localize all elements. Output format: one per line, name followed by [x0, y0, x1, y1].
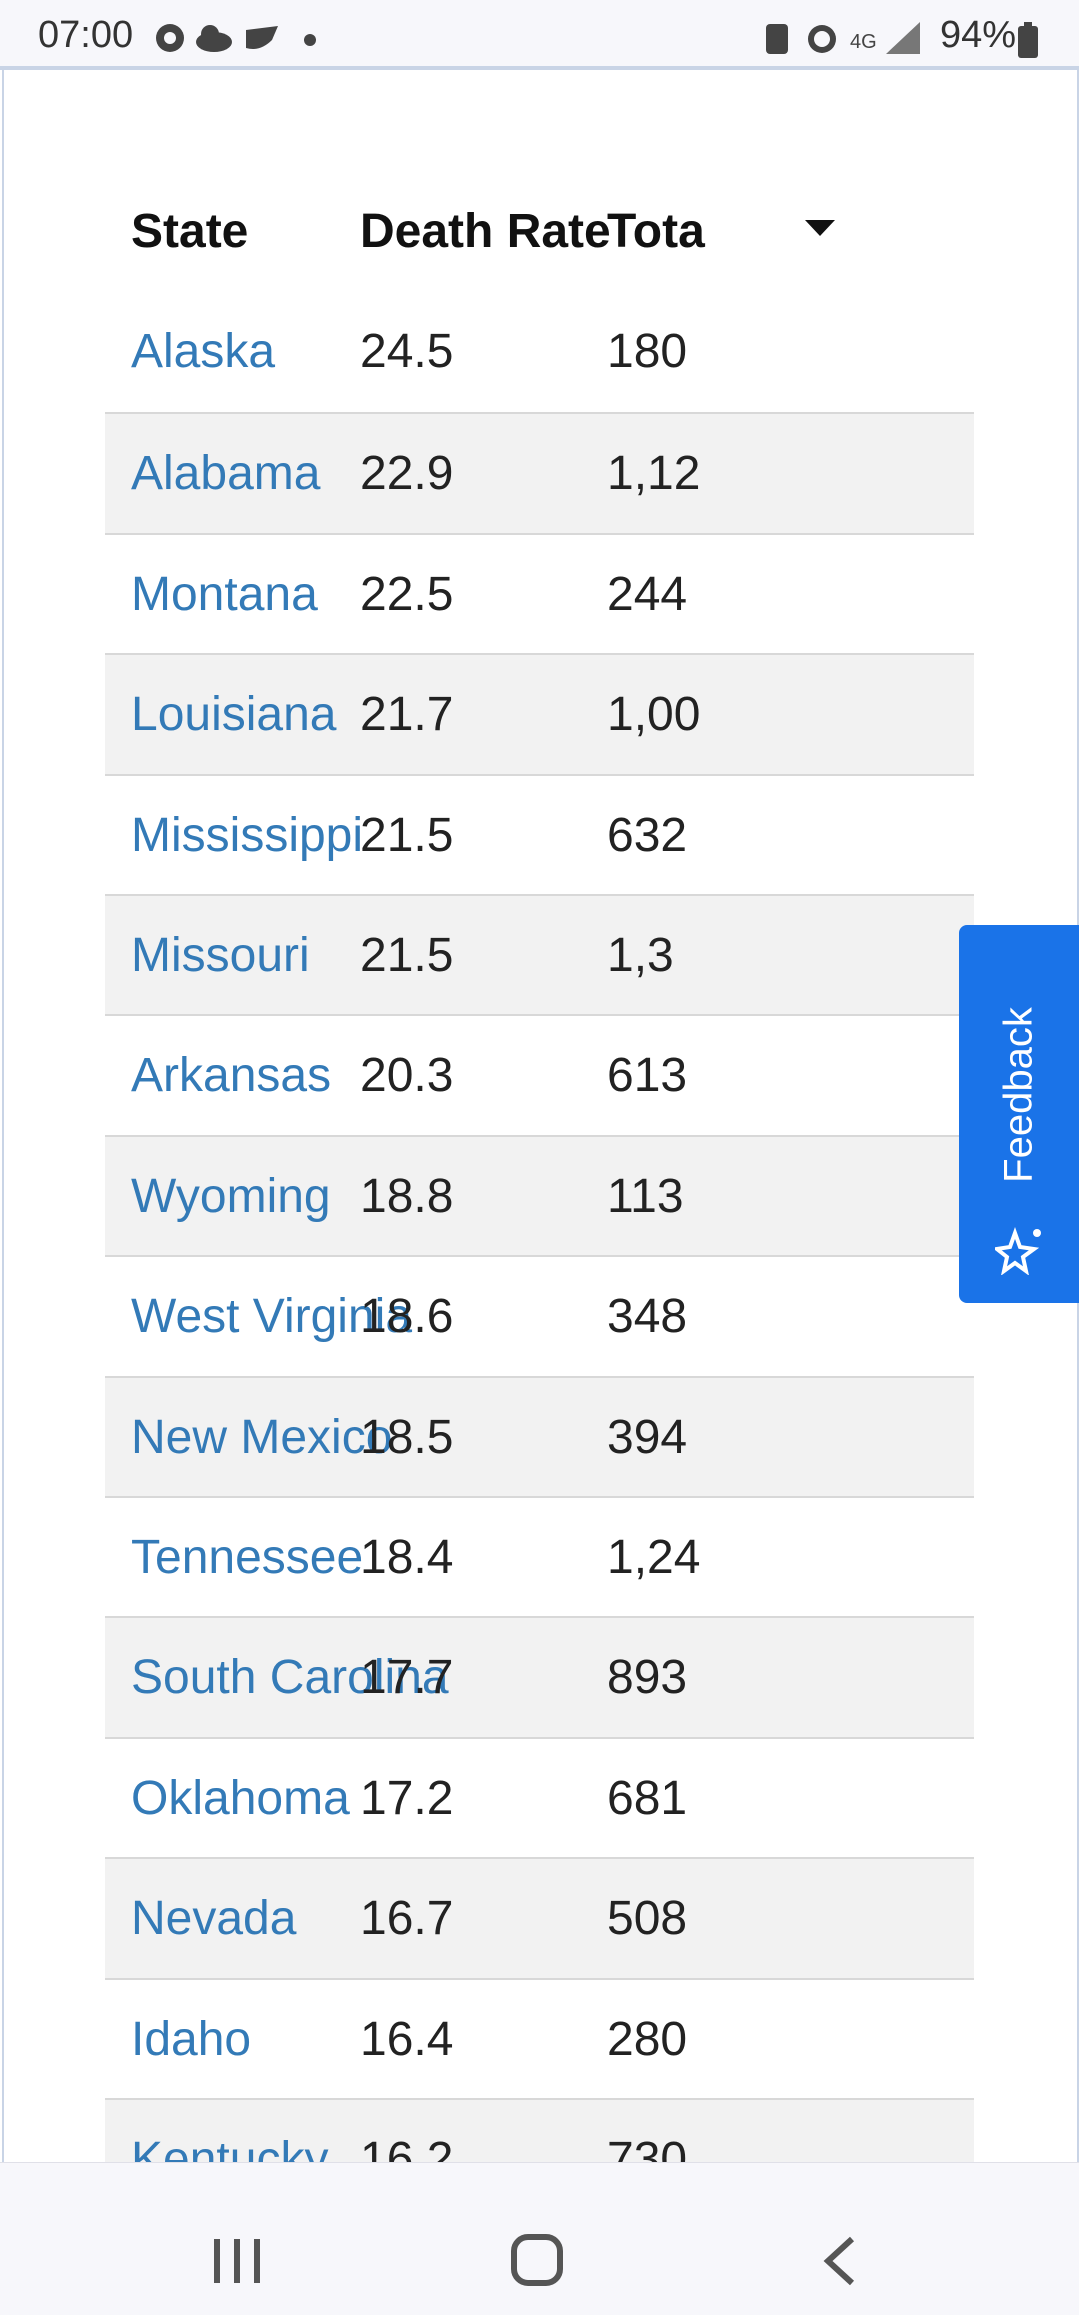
state-link[interactable]: Missouri	[131, 929, 310, 982]
cell-value: 1,3	[607, 929, 674, 982]
table-row: Nevada 16.7 508	[105, 1857, 974, 1980]
table-row: South Carolina 17.7 893	[105, 1616, 974, 1739]
table-row: Idaho 16.4 280	[105, 1977, 974, 2100]
cell-value: 348	[607, 1290, 688, 1344]
table-row: New Mexico 18.5 394	[105, 1375, 974, 1498]
cell-value: 21.5	[360, 929, 454, 982]
cell-value: 1,00	[607, 688, 701, 742]
cell-value: 18.5	[360, 1410, 454, 1464]
table-row: Arkansas 20.3 613	[105, 1014, 974, 1137]
status-icons-right: 4G	[766, 22, 920, 54]
state-link[interactable]: Alaska	[131, 325, 276, 378]
battery-icon	[1018, 22, 1038, 58]
cell-value: 18.8	[360, 1169, 454, 1223]
cell-value: 17.7	[360, 1651, 454, 1705]
feedback-icon	[995, 1227, 1041, 1275]
cell-value: 18.6	[360, 1290, 454, 1344]
table-row: Missouri 21.5 1,3	[105, 894, 974, 1016]
back[interactable]	[823, 2236, 855, 2286]
state-link[interactable]: Wyoming	[131, 1169, 331, 1223]
table-row: Tennessee 18.4 1,24	[105, 1496, 974, 1618]
cell-value: 113	[607, 1169, 684, 1223]
nav-bar	[0, 2162, 1079, 2315]
state-link[interactable]: Louisiana	[131, 688, 337, 742]
cell-value: 893	[607, 1651, 688, 1705]
state-link[interactable]: Idaho	[131, 2012, 252, 2066]
cell-value: 21.5	[360, 808, 454, 862]
column-header[interactable]: State	[131, 205, 249, 258]
cell-value: 22.9	[360, 447, 454, 501]
cell-value: 1,24	[607, 1531, 701, 1584]
state-link[interactable]: Tennessee	[131, 1531, 364, 1584]
cell-value: 394	[607, 1410, 688, 1464]
state-link[interactable]: Kentucky	[131, 2133, 329, 2162]
state-link[interactable]: Montana	[131, 567, 318, 621]
cell-value: 244	[607, 567, 688, 621]
cell-value: 632	[607, 808, 688, 862]
cell-value: 508	[607, 1892, 688, 1946]
state-link[interactable]: Oklahoma	[131, 1771, 350, 1825]
column-header[interactable]: Tota	[607, 205, 705, 258]
state-link[interactable]: Nevada	[131, 1892, 297, 1946]
table-row: Oklahoma 17.2 681	[105, 1736, 974, 1859]
table-row: Mississippi 21.5 632	[105, 773, 974, 896]
cell-value: 16.4	[360, 2012, 454, 2066]
feedback-button[interactable]: Feedback	[959, 925, 1079, 1303]
state-link[interactable]: Alabama	[131, 447, 321, 501]
cell-value: 22.5	[360, 567, 454, 621]
table-row: Alaska 24.5 180	[105, 292, 974, 412]
svg-text:4G: 4G	[850, 31, 877, 53]
table-row: West Virginia 18.6 348	[105, 1255, 974, 1378]
table-row: Montana 22.5 244	[105, 532, 974, 655]
status-icons	[156, 24, 316, 52]
cell-value: 24.5	[360, 325, 454, 378]
feedback-label: Feedback	[996, 1007, 1041, 1183]
recent-apps[interactable]	[214, 2239, 260, 2283]
time: 07:00	[38, 14, 134, 56]
cell-value: 18.4	[360, 1531, 454, 1584]
home[interactable]	[511, 2234, 563, 2286]
cell-value: 613	[607, 1049, 688, 1103]
cell-value: 180	[607, 325, 688, 378]
battery: 94%	[940, 14, 1017, 56]
cell-value: 16.7	[360, 1892, 454, 1946]
cell-value: 17.2	[360, 1771, 454, 1825]
content: State Death Rate Tota Alaska 24.5 180 Alabama 2…	[0, 70, 1079, 2162]
state-link[interactable]: Mississippi	[131, 808, 364, 862]
state-link[interactable]: Arkansas	[131, 1049, 332, 1103]
cell-value: 280	[607, 2012, 688, 2066]
nav-icons	[214, 2234, 855, 2286]
table-row: Alabama 22.9 1,12	[105, 412, 974, 535]
table-row: Louisiana 21.7 1,00	[105, 653, 974, 776]
table-row: Wyoming 18.8 113	[105, 1134, 974, 1257]
cell-value: 21.7	[360, 688, 454, 742]
state-link[interactable]: New Mexico	[131, 1410, 393, 1464]
column-header[interactable]: Death Rate	[360, 205, 611, 258]
sort-arrow	[805, 220, 835, 236]
table: State Death Rate Tota Alaska 24.5 180 Alabama 2…	[105, 70, 974, 2162]
cell-value: 20.3	[360, 1049, 454, 1103]
table-row: Kentucky 16.2 730	[105, 2098, 974, 2162]
state-link[interactable]: West Virginia	[131, 1290, 413, 1344]
cell-value: 681	[607, 1771, 688, 1825]
state-link[interactable]: South Carolina	[131, 1651, 449, 1705]
cell-value: 1,12	[607, 447, 701, 501]
cell-value: 16.2	[360, 2133, 454, 2162]
status-bar: 07:00 4G 94%	[0, 0, 1079, 70]
cell-value: 730	[607, 2133, 688, 2162]
